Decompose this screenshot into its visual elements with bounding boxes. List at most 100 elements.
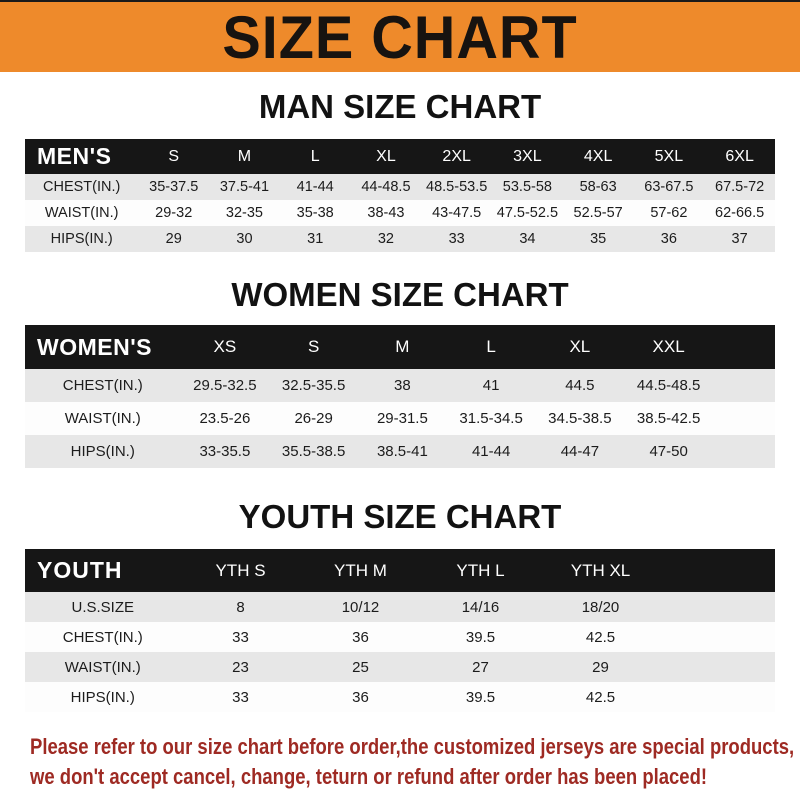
table-row: HIPS(IN.) 33-35.5 35.5-38.5 38.5-41 41-44 44-…	[25, 435, 775, 468]
table-row: WAIST(IN.) 23.5-26 26-29 29-31.5 31.5-34.5 34…	[25, 402, 775, 435]
size-column-header: M	[395, 337, 410, 356]
size-value-cell: 67.5-72	[715, 179, 765, 195]
size-value-cell: 35-37.5	[149, 179, 199, 195]
size-value-cell: 52.5-57	[573, 205, 623, 221]
table-row: WAIST(IN.) 23 25 27 29	[25, 652, 775, 682]
size-value-cell: 33	[232, 688, 249, 706]
size-value-cell: 53.5-58	[502, 179, 552, 195]
size-value-cell: 35	[590, 231, 607, 247]
filler-cell	[661, 549, 776, 592]
size-value-cell: 38-43	[367, 205, 405, 221]
size-value-cell: 58-63	[579, 179, 617, 195]
size-value-cell: 37	[731, 231, 748, 247]
table-row: CHEST(IN.) 29.5-32.5 32.5-35.5 38 41 44.5 44.5…	[25, 369, 775, 402]
size-value-cell: 36	[352, 628, 369, 646]
size-column-header: L	[486, 337, 496, 356]
women-size-table: WOMEN'S XS S M L XL XXL CHEST(IN.) 29.5-32.5 32.5…	[25, 325, 775, 468]
size-column-header: YTH S	[215, 560, 266, 580]
size-column-header: XL	[569, 337, 591, 356]
size-value-cell: 32	[377, 231, 394, 247]
size-value-cell: 42.5	[585, 628, 616, 646]
size-value-cell: 38.5-42.5	[636, 410, 701, 427]
filler-cell	[661, 652, 776, 682]
youth-size-table: YOUTH YTH S YTH M YTH L YTH XL U.S.SIZE 8 10/12…	[25, 549, 775, 712]
size-column-header: 6XL	[725, 147, 754, 165]
size-value-cell: 23.5-26	[199, 410, 251, 427]
filler-cell	[661, 682, 776, 712]
table-row: WAIST(IN.) 29-32 32-35 35-38 38-43 43-47.5 47.…	[25, 200, 775, 226]
men-size-table: MEN'S S M L XL 2XL 3XL 4XL 5XL 6XL CHEST(IN.) 35-37…	[25, 139, 775, 252]
size-column-header: XS	[213, 337, 237, 356]
row-label: CHEST(IN.)	[43, 179, 121, 195]
size-value-cell: 47.5-52.5	[496, 205, 559, 221]
size-value-cell: 38.5-41	[376, 443, 428, 460]
size-value-cell: 34	[519, 231, 536, 247]
youth-section-title: YOUTH SIZE CHART	[238, 498, 562, 535]
size-column-header: S	[307, 337, 320, 356]
table-row: HIPS(IN.) 29 30 31 32 33 34 35 36 37	[25, 226, 775, 252]
size-value-cell: 48.5-53.5	[426, 179, 488, 195]
size-value-cell: 38	[394, 377, 411, 394]
size-column-header: 4XL	[583, 147, 613, 165]
size-value-cell: 32-35	[225, 205, 263, 221]
size-value-cell: 14/16	[461, 598, 500, 616]
order-notice: Please refer to our size chart before or…	[30, 732, 800, 792]
table-row: HIPS(IN.) 33 36 39.5 42.5	[25, 682, 775, 712]
size-value-cell: 33-35.5	[199, 443, 251, 460]
page-title: SIZE CHART	[222, 4, 578, 71]
size-value-cell: 62-66.5	[715, 205, 765, 221]
row-label: HIPS(IN.)	[50, 231, 113, 247]
row-label: CHEST(IN.)	[62, 628, 143, 646]
order-notice-line-1: Please refer to our size chart before or…	[30, 734, 795, 759]
row-label: CHEST(IN.)	[62, 377, 143, 394]
table-row: CHEST(IN.) 35-37.5 37.5-41 41-44 44-48.5 48.5…	[25, 174, 775, 200]
table-corner-label: YOUTH	[37, 557, 123, 583]
size-value-cell: 42.5	[585, 688, 616, 706]
women-section-title: WOMEN SIZE CHART	[231, 276, 569, 313]
size-value-cell: 44-48.5	[361, 179, 411, 195]
row-label: WAIST(IN.)	[64, 658, 141, 676]
filler-cell	[713, 435, 775, 468]
size-value-cell: 35-38	[296, 205, 334, 221]
size-column-header: XXL	[652, 337, 685, 356]
size-value-cell: 25	[352, 658, 369, 676]
order-notice-line-2: we don't accept cancel, change, teturn o…	[30, 764, 708, 789]
size-value-cell: 26-29	[294, 410, 333, 427]
man-section-title: MAN SIZE CHART	[258, 88, 542, 125]
table-header-row: YOUTH YTH S YTH M YTH L YTH XL	[25, 549, 775, 592]
filler-cell	[713, 402, 775, 435]
size-value-cell: 57-62	[650, 205, 688, 221]
row-label: HIPS(IN.)	[70, 688, 135, 706]
size-value-cell: 43-47.5	[432, 205, 482, 221]
size-value-cell: 44-47	[560, 443, 600, 460]
size-value-cell: 31	[307, 231, 324, 247]
size-value-cell: 39.5	[465, 628, 496, 646]
size-value-cell: 33	[232, 628, 249, 646]
row-label: U.S.SIZE	[71, 598, 134, 616]
size-value-cell: 23	[232, 658, 249, 676]
row-label: WAIST(IN.)	[44, 205, 119, 221]
size-column-header: 5XL	[654, 147, 684, 165]
size-value-cell: 29	[165, 231, 182, 247]
size-value-cell: 41-44	[296, 179, 334, 195]
size-column-header: S	[168, 147, 180, 165]
size-value-cell: 10/12	[341, 598, 380, 616]
size-value-cell: 47-50	[649, 443, 688, 460]
size-value-cell: 39.5	[465, 688, 496, 706]
size-column-header: YTH L	[456, 560, 505, 580]
size-value-cell: 41	[482, 377, 500, 394]
banner: SIZE CHART	[0, 0, 800, 72]
size-value-cell: 18/20	[581, 598, 620, 616]
size-column-header: XL	[376, 147, 396, 165]
size-column-header: L	[310, 147, 320, 165]
size-column-header: M	[237, 147, 252, 165]
size-value-cell: 30	[236, 231, 253, 247]
size-value-cell: 34.5-38.5	[548, 410, 612, 427]
size-value-cell: 29.5-32.5	[193, 377, 257, 394]
table-row: CHEST(IN.) 33 36 39.5 42.5	[25, 622, 775, 652]
filler-cell	[713, 325, 775, 369]
size-value-cell: 27	[472, 658, 489, 676]
size-column-header: YTH XL	[570, 560, 631, 580]
table-corner-label: WOMEN'S	[37, 333, 153, 360]
